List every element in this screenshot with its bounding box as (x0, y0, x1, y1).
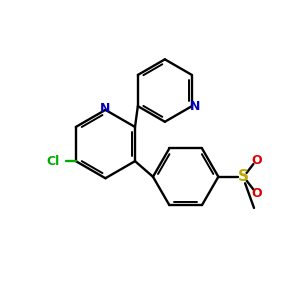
Text: O: O (252, 154, 262, 167)
Text: N: N (100, 102, 111, 115)
Text: S: S (238, 169, 249, 184)
Text: N: N (190, 100, 200, 113)
Text: O: O (252, 187, 262, 200)
Text: Cl: Cl (46, 154, 59, 168)
